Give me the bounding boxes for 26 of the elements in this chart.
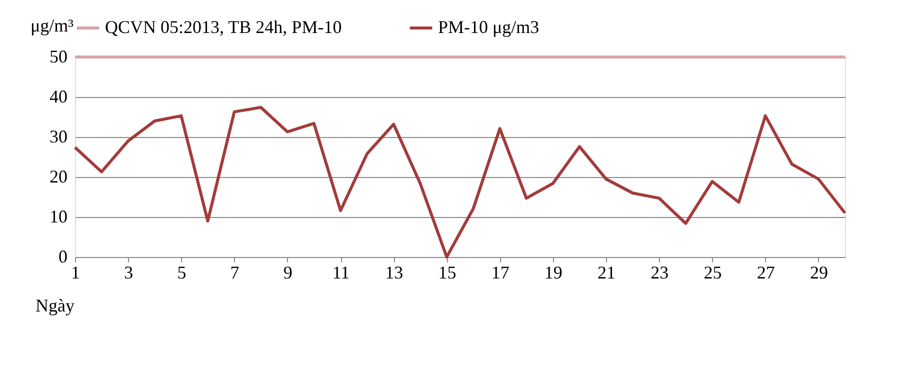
x-tick-label: 1 xyxy=(71,262,80,282)
x-tick-label: 11 xyxy=(332,262,350,282)
x-tick-label: 7 xyxy=(230,262,240,282)
x-tick-label: 27 xyxy=(756,262,775,282)
y-tick-label: 40 xyxy=(50,86,68,106)
x-axis-title: Ngày xyxy=(36,296,74,316)
x-tick-label: 25 xyxy=(704,262,722,282)
y-tick-label: 30 xyxy=(50,126,68,146)
x-tick-label: 13 xyxy=(385,262,404,282)
line-series xyxy=(74,106,846,258)
y-tick-label: 10 xyxy=(50,206,68,226)
x-tick-label: 15 xyxy=(438,262,456,282)
x-tick-label: 5 xyxy=(177,262,186,282)
y-axis-title: μg/m³ xyxy=(30,16,74,36)
x-tick-label: 19 xyxy=(544,262,562,282)
legend-label: QCVN 05:2013, TB 24h, PM-10 xyxy=(105,17,342,37)
y-tick-label: 50 xyxy=(50,46,68,66)
y-tick-label: 20 xyxy=(50,166,68,186)
legend-label: PM-10 μg/m3 xyxy=(438,17,540,37)
x-tick-label: 3 xyxy=(124,262,134,282)
x-tick-label: 23 xyxy=(650,262,669,282)
y-tick-label: 0 xyxy=(58,246,68,266)
x-tick-label: 17 xyxy=(491,262,510,282)
x-tick-label: 29 xyxy=(810,262,828,282)
x-tick-label: 21 xyxy=(598,262,616,282)
x-tick-label: 9 xyxy=(283,262,292,282)
